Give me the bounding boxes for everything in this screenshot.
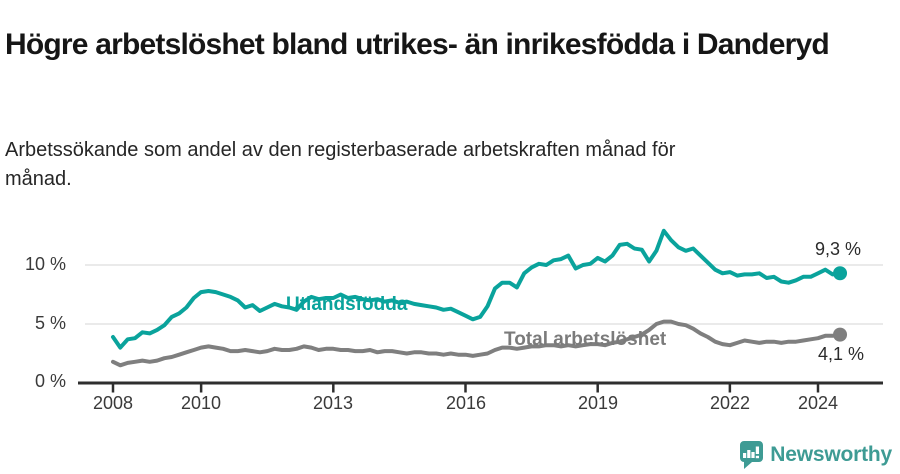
newsworthy-logo: Newsworthy <box>738 440 892 470</box>
line-utlandsfodda <box>111 228 842 350</box>
bar-3 <box>751 452 755 458</box>
x-tick-2013: 2013 <box>312 393 354 413</box>
x-tick-2010: 2010 <box>180 393 222 413</box>
bar-2 <box>747 450 751 458</box>
brand-wordmark: Newsworthy <box>770 443 892 466</box>
end-value-total: 4,1 % <box>818 344 865 364</box>
line-total <box>111 319 842 368</box>
end-value-utlandsfodda: 9,3 % <box>815 239 862 259</box>
y-tick-5: 5 % <box>34 313 66 333</box>
x-tick-2024: 2024 <box>797 393 839 413</box>
x-tick-2019: 2019 <box>577 393 619 413</box>
series-label-total: Total arbetslöshet <box>504 329 667 350</box>
series-label-utlandsfodda: Utlandsfödda <box>286 294 408 315</box>
x-tick-2016: 2016 <box>445 393 487 413</box>
page-title: Högre arbetslöshet bland utrikes- än inr… <box>5 28 830 62</box>
end-dot-utlandsfodda <box>833 266 848 281</box>
end-dot-total <box>833 327 848 342</box>
bar-1 <box>743 453 747 458</box>
x-tick-2008: 2008 <box>92 393 134 413</box>
y-tick-10: 10 % <box>24 254 66 274</box>
speech-bubble-bar-chart-icon <box>740 441 764 469</box>
x-tick-2022: 2022 <box>709 393 751 413</box>
chart-subtitle: Arbetssökande som andel av den registerb… <box>5 139 676 190</box>
exclamation-dot <box>756 455 760 459</box>
y-tick-0: 0 % <box>34 371 66 391</box>
exclamation-stem <box>756 446 760 454</box>
